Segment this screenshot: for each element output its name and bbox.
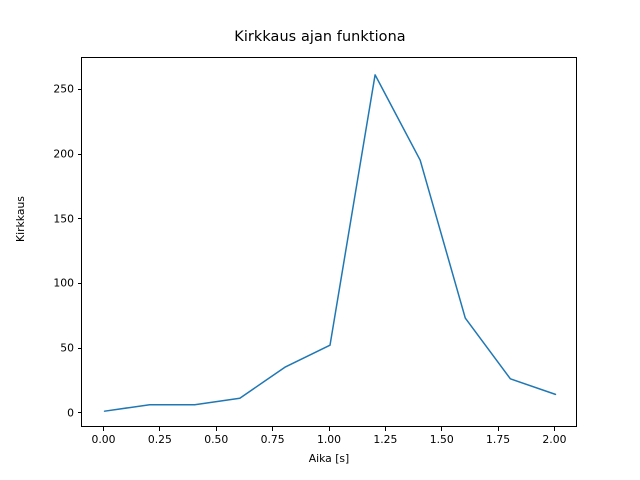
x-tick-label: 0.50 <box>204 433 229 446</box>
y-tick-label: 100 <box>53 276 74 290</box>
x-tick-mark <box>441 427 443 431</box>
y-tick-mark <box>77 412 81 414</box>
y-tick-mark <box>77 282 81 284</box>
x-tick-label: 1.00 <box>316 433 342 446</box>
y-tick-mark <box>77 347 81 349</box>
line-series-svg <box>103 74 557 412</box>
x-tick-mark <box>215 427 217 431</box>
y-axis-label: Kirkkaus <box>14 196 27 242</box>
chart-title: Kirkkaus ajan funktiona <box>234 29 406 45</box>
x-tick-mark <box>328 427 330 431</box>
y-tick-label: 250 <box>53 82 74 96</box>
x-tick-mark <box>272 427 274 431</box>
y-tick-label: 200 <box>53 147 74 161</box>
x-tick-label: 1.75 <box>486 433 511 446</box>
x-tick-mark <box>497 427 499 431</box>
y-tick-label: 50 <box>60 341 74 355</box>
x-axis-label: Aika [s] <box>308 452 350 465</box>
y-tick-mark <box>77 218 81 220</box>
x-tick-label: 0.75 <box>260 433 285 446</box>
x-tick-mark <box>103 427 105 431</box>
x-tick-mark <box>553 427 555 431</box>
x-tick-label: 1.25 <box>373 433 398 446</box>
x-tick-mark <box>384 427 386 431</box>
x-tick-mark <box>159 427 161 431</box>
data-line-kirkkaus <box>103 74 557 412</box>
y-tick-mark <box>77 88 81 90</box>
y-tick-label: 0 <box>67 406 74 420</box>
y-tick-mark <box>77 153 81 155</box>
x-tick-label: 2.00 <box>542 433 567 446</box>
x-tick-label: 0.00 <box>91 433 116 446</box>
plot-axes <box>81 57 577 427</box>
x-tick-label: 0.25 <box>147 433 172 446</box>
x-tick-label: 1.50 <box>429 433 454 446</box>
y-tick-label: 150 <box>53 212 74 226</box>
